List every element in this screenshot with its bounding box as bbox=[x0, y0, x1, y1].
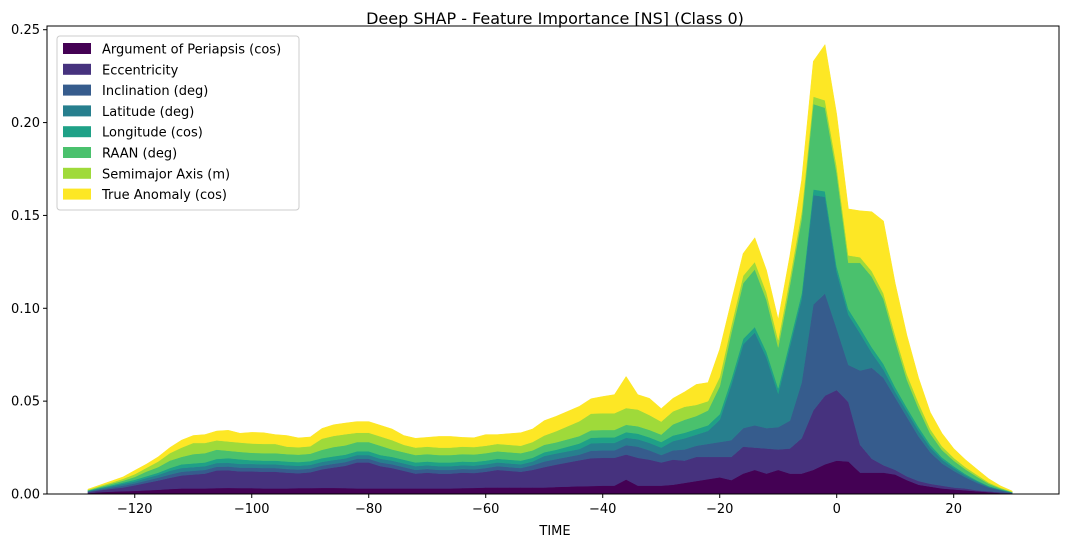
legend-label: Semimajor Axis (m) bbox=[102, 167, 230, 182]
x-tick-label: −120 bbox=[117, 502, 153, 517]
x-axis: −120 −100 −80 −60 −40 −20 0 20 bbox=[117, 494, 962, 517]
legend-swatch bbox=[63, 84, 91, 96]
y-tick-label: 0.05 bbox=[11, 395, 40, 410]
legend-label: Latitude (deg) bbox=[102, 105, 194, 120]
legend-label: Longitude (cos) bbox=[102, 126, 203, 141]
legend-swatch bbox=[63, 43, 91, 54]
legend-label: Argument of Periapsis (cos) bbox=[102, 43, 281, 58]
legend-frame bbox=[56, 35, 300, 211]
legend-swatch bbox=[63, 126, 91, 138]
legend-label: True Anomaly (cos) bbox=[101, 188, 227, 203]
legend-swatch bbox=[63, 105, 91, 117]
x-tick-label: 20 bbox=[945, 502, 962, 517]
legend-swatch bbox=[63, 188, 91, 200]
x-tick-label: −20 bbox=[706, 502, 733, 517]
x-tick-label: −100 bbox=[234, 502, 270, 517]
legend-swatch bbox=[63, 63, 91, 75]
x-tick-label: −80 bbox=[355, 502, 382, 517]
y-tick-label: 0.20 bbox=[11, 116, 40, 131]
chart-title: Deep SHAP - Feature Importance [NS] (Cla… bbox=[366, 9, 744, 28]
legend-label: RAAN (deg) bbox=[102, 147, 177, 162]
x-tick-label: −60 bbox=[472, 502, 499, 517]
legend-label: Inclination (deg) bbox=[102, 84, 208, 99]
legend-swatch bbox=[63, 167, 91, 179]
legend-label: Eccentricity bbox=[102, 63, 179, 78]
legend-swatch bbox=[63, 147, 91, 158]
y-tick-label: 0.25 bbox=[11, 23, 40, 38]
y-tick-label: 0.10 bbox=[11, 302, 40, 317]
y-tick-label: 0.00 bbox=[11, 488, 40, 503]
x-axis-label: TIME bbox=[538, 524, 570, 539]
y-axis: 0.00 0.05 0.10 0.15 0.20 0.25 bbox=[11, 23, 47, 503]
plot-frame bbox=[46, 25, 1060, 495]
x-tick-label: −40 bbox=[589, 502, 616, 517]
x-tick-label: 0 bbox=[833, 502, 841, 517]
area-series-7 bbox=[87, 43, 1013, 492]
legend: Argument of Periapsis (cos) Eccentricity I… bbox=[56, 35, 300, 211]
y-tick-label: 0.15 bbox=[11, 209, 40, 224]
